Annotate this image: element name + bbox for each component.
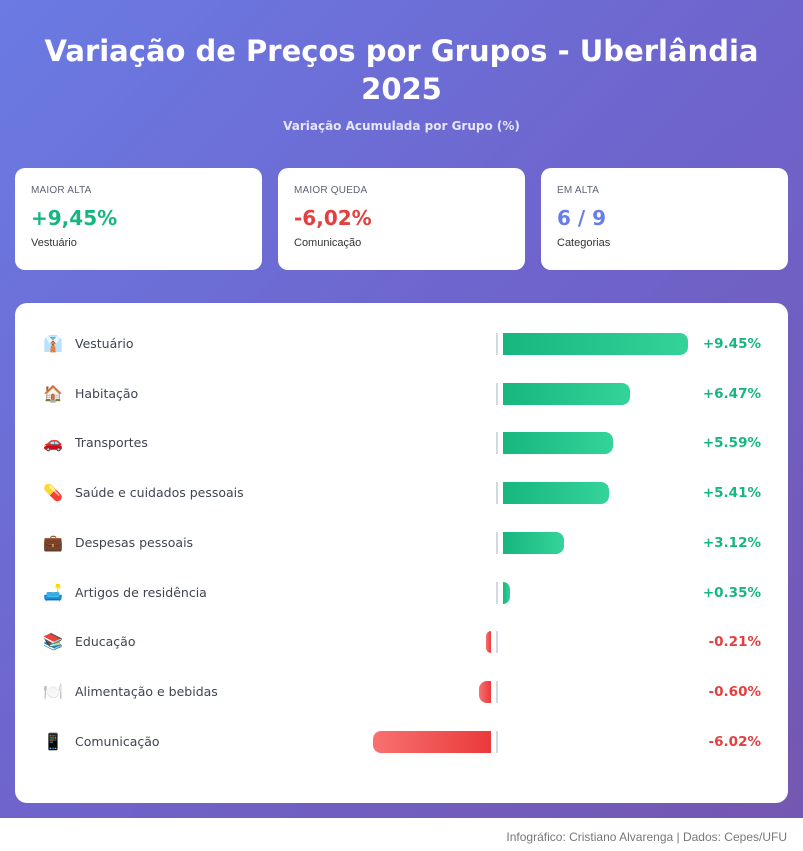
bar xyxy=(503,333,689,355)
category-icon: 🏠 xyxy=(43,383,63,403)
category-icon: 💼 xyxy=(43,532,63,552)
category-label: Habitação xyxy=(75,385,139,401)
category-label: Educação xyxy=(75,634,136,650)
value-label: -0.60% xyxy=(708,683,761,700)
stat-value: +9,45% xyxy=(31,206,118,230)
stat-value: -6,02% xyxy=(294,206,372,230)
footer-credit: Infográfico: Cristiano Alvarenga | Dados… xyxy=(506,830,787,844)
zero-line xyxy=(496,730,498,753)
stat-sub: Comunicação xyxy=(294,237,362,249)
stat-card-highest: MAIOR ALTA +9,45% Vestuário xyxy=(15,168,262,270)
zero-line xyxy=(496,333,498,355)
chart-row: 💼 Despesas pessoais +3.12% xyxy=(15,528,788,558)
category-icon: 🚗 xyxy=(43,433,63,453)
category-icon: 🛋️ xyxy=(43,582,63,602)
chart-row: 📱 Comunicação -6.02% xyxy=(15,727,788,757)
chart-row: 💊 Saúde e cuidados pessoais +5.41% xyxy=(15,478,788,508)
value-label: +6.47% xyxy=(702,385,761,402)
zero-line xyxy=(496,382,498,405)
category-label: Artigos de residência xyxy=(75,584,207,600)
page-title: Variação de Preços por Grupos - Uberlând… xyxy=(44,34,759,106)
category-icon: 📚 xyxy=(43,632,63,652)
stat-label: MAIOR QUEDA xyxy=(294,185,368,196)
category-label: Alimentação e bebidas xyxy=(75,683,218,699)
zero-line xyxy=(496,531,498,554)
category-icon: 💊 xyxy=(43,483,63,503)
zero-line xyxy=(496,631,498,654)
chart-row: 🍽️ Alimentação e bebidas -0.60% xyxy=(15,677,788,707)
bar xyxy=(503,482,610,505)
zero-line xyxy=(496,432,498,455)
value-label: -6.02% xyxy=(708,733,761,750)
chart-row: 🛋️ Artigos de residência +0.35% xyxy=(15,578,788,608)
bar xyxy=(479,680,491,703)
bar xyxy=(373,730,491,753)
stat-value: 6 / 9 xyxy=(557,206,607,230)
bar xyxy=(486,631,491,654)
chart-row: 📚 Educação -0.21% xyxy=(15,627,788,657)
category-label: Vestuário xyxy=(75,336,134,351)
bar-chart-card: 👔 Vestuário +9.45% 🏠 Habitação +6.47% 🚗 Transpo… xyxy=(15,303,788,803)
value-label: +9.45% xyxy=(702,336,761,352)
category-label: Saúde e cuidados pessoais xyxy=(75,485,244,501)
bar xyxy=(503,581,510,604)
stat-card-lowest: MAIOR QUEDA -6,02% Comunicação xyxy=(278,168,525,270)
chart-row: 🚗 Transportes +5.59% xyxy=(15,428,788,458)
category-label: Transportes xyxy=(75,435,148,451)
stat-card-rising: EM ALTA 6 / 9 Categorias xyxy=(541,168,788,270)
category-icon: 📱 xyxy=(43,731,63,751)
chart-row: 👔 Vestuário +9.45% xyxy=(15,329,788,359)
value-label: +0.35% xyxy=(702,584,761,601)
category-label: Comunicação xyxy=(75,733,160,749)
category-icon: 👔 xyxy=(43,334,63,353)
bar xyxy=(503,382,630,405)
category-icon: 🍽️ xyxy=(43,681,63,701)
value-label: +5.41% xyxy=(702,485,761,502)
bar xyxy=(503,432,613,455)
zero-line xyxy=(496,680,498,703)
zero-line xyxy=(496,482,498,505)
category-label: Despesas pessoais xyxy=(75,534,194,550)
stat-sub: Categorias xyxy=(557,237,611,249)
bar xyxy=(503,531,565,554)
stat-label: EM ALTA xyxy=(557,185,600,196)
page-subtitle: Variação Acumulada por Grupo (%) xyxy=(283,119,520,133)
stat-label: MAIOR ALTA xyxy=(31,185,92,196)
stat-sub: Vestuário xyxy=(31,237,77,249)
value-label: -0.21% xyxy=(708,634,761,651)
zero-line xyxy=(496,581,498,604)
chart-row: 🏠 Habitação +6.47% xyxy=(15,379,788,409)
value-label: +3.12% xyxy=(702,534,761,551)
value-label: +5.59% xyxy=(702,435,761,452)
